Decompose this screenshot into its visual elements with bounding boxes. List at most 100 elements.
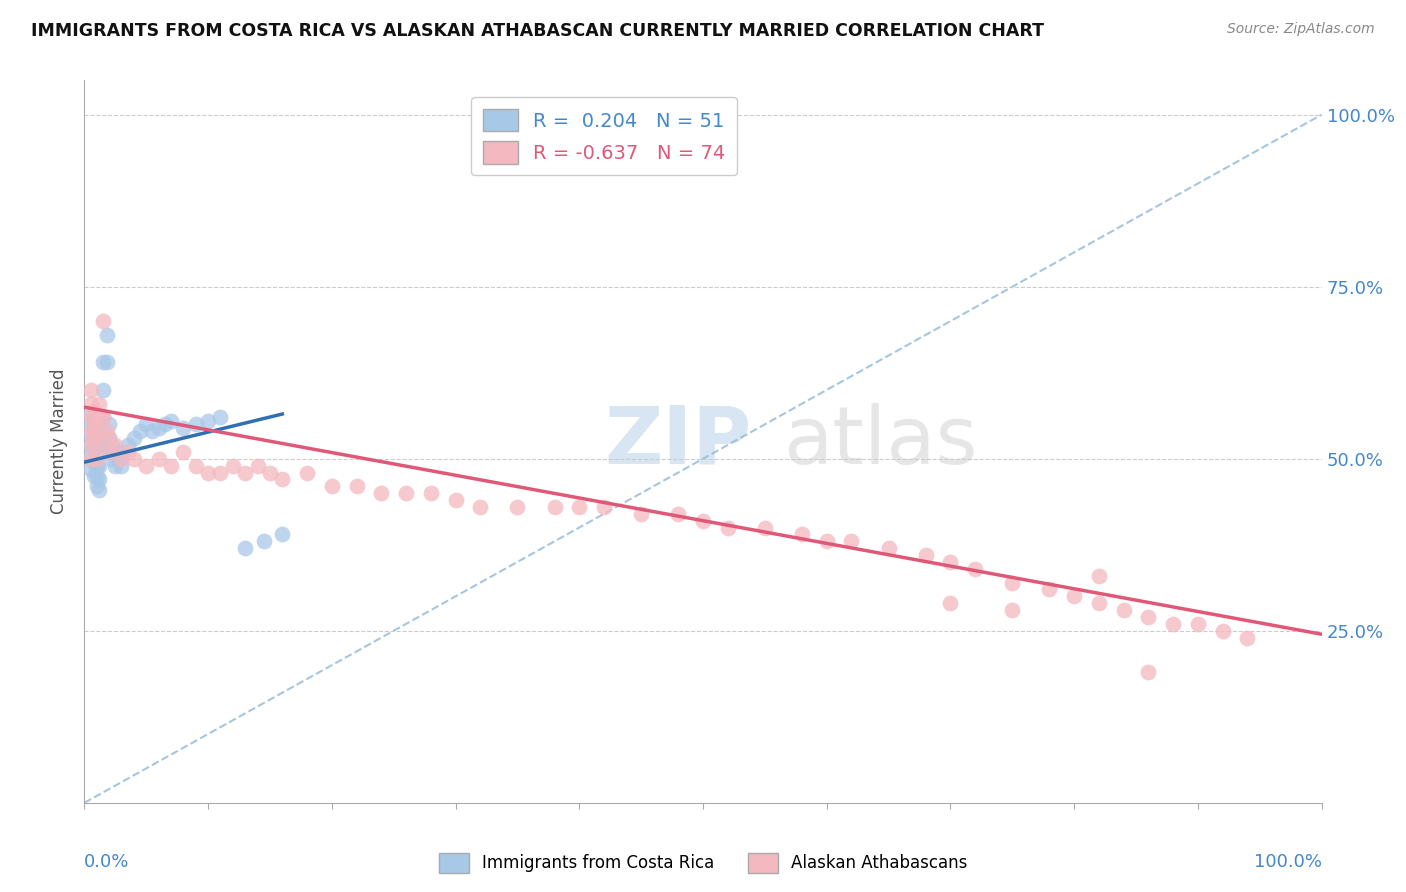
Point: [259, 466, 281, 480]
Point: [1236, 631, 1258, 645]
Point: [86, 424, 108, 438]
Point: [419, 486, 441, 500]
Point: [86, 458, 108, 473]
Point: [444, 493, 467, 508]
Point: [79, 427, 101, 442]
Point: [79, 438, 101, 452]
Point: [86, 410, 108, 425]
Point: [568, 500, 591, 514]
Text: 100.0%: 100.0%: [1254, 854, 1322, 871]
Point: [91, 355, 114, 369]
Point: [630, 507, 652, 521]
Point: [83, 417, 105, 432]
Point: [1088, 568, 1111, 582]
Point: [197, 466, 219, 480]
Point: [79, 410, 101, 425]
Point: [506, 500, 529, 514]
Point: [89, 410, 111, 425]
Point: [96, 327, 118, 342]
Point: [83, 455, 105, 469]
Point: [91, 410, 114, 425]
Point: [939, 555, 962, 569]
Point: [246, 458, 269, 473]
Point: [89, 483, 111, 497]
Point: [79, 383, 101, 397]
Point: [83, 403, 105, 417]
Point: [122, 431, 145, 445]
Text: 0.0%: 0.0%: [84, 854, 129, 871]
Point: [79, 424, 101, 438]
Point: [395, 486, 418, 500]
Point: [98, 431, 121, 445]
Point: [253, 534, 276, 549]
Point: [1088, 596, 1111, 610]
Point: [98, 417, 121, 432]
Point: [160, 458, 183, 473]
Point: [129, 424, 152, 438]
Point: [222, 458, 245, 473]
Point: [89, 458, 111, 473]
Y-axis label: Currently Married: Currently Married: [51, 368, 69, 515]
Point: [184, 417, 207, 432]
Point: [83, 442, 105, 456]
Point: [543, 500, 565, 514]
Point: [1038, 582, 1060, 597]
Point: [117, 445, 139, 459]
Point: [86, 438, 108, 452]
Point: [877, 541, 900, 556]
Point: [98, 431, 121, 445]
Point: [96, 424, 118, 438]
Point: [148, 421, 170, 435]
Point: [1212, 624, 1234, 638]
Point: [86, 479, 108, 493]
Point: [346, 479, 368, 493]
Legend: R =  0.204   N = 51, R = -0.637   N = 74: R = 0.204 N = 51, R = -0.637 N = 74: [471, 97, 737, 175]
Point: [79, 438, 101, 452]
Point: [172, 421, 194, 435]
Point: [1137, 665, 1160, 679]
Point: [100, 438, 122, 452]
Point: [79, 448, 101, 462]
Point: [98, 445, 121, 459]
Text: IMMIGRANTS FROM COSTA RICA VS ALASKAN ATHABASCAN CURRENTLY MARRIED CORRELATION C: IMMIGRANTS FROM COSTA RICA VS ALASKAN AT…: [31, 22, 1043, 40]
Point: [470, 500, 492, 514]
Point: [135, 458, 157, 473]
Point: [91, 383, 114, 397]
Point: [965, 562, 987, 576]
Point: [233, 466, 256, 480]
Point: [1112, 603, 1135, 617]
Point: [104, 445, 127, 459]
Point: [86, 427, 108, 442]
Point: [1137, 610, 1160, 624]
Point: [172, 445, 194, 459]
Point: [100, 451, 122, 466]
Point: [790, 527, 813, 541]
Point: [108, 451, 131, 466]
Point: [110, 451, 132, 466]
Point: [122, 451, 145, 466]
Point: [79, 462, 101, 476]
Point: [1001, 603, 1024, 617]
Point: [104, 438, 127, 452]
Text: atlas: atlas: [783, 402, 977, 481]
Point: [160, 414, 183, 428]
Point: [295, 466, 318, 480]
Point: [86, 451, 108, 466]
Point: [666, 507, 689, 521]
Point: [135, 417, 157, 432]
Point: [271, 472, 294, 486]
Point: [79, 451, 101, 466]
Point: [148, 451, 170, 466]
Point: [89, 472, 111, 486]
Point: [1161, 616, 1184, 631]
Point: [841, 534, 863, 549]
Point: [96, 355, 118, 369]
Point: [83, 469, 105, 483]
Point: [754, 520, 776, 534]
Legend: Immigrants from Costa Rica, Alaskan Athabascans: Immigrants from Costa Rica, Alaskan Atha…: [432, 847, 974, 880]
Point: [815, 534, 838, 549]
Point: [233, 541, 256, 556]
Point: [86, 438, 108, 452]
Point: [86, 469, 108, 483]
Point: [89, 397, 111, 411]
